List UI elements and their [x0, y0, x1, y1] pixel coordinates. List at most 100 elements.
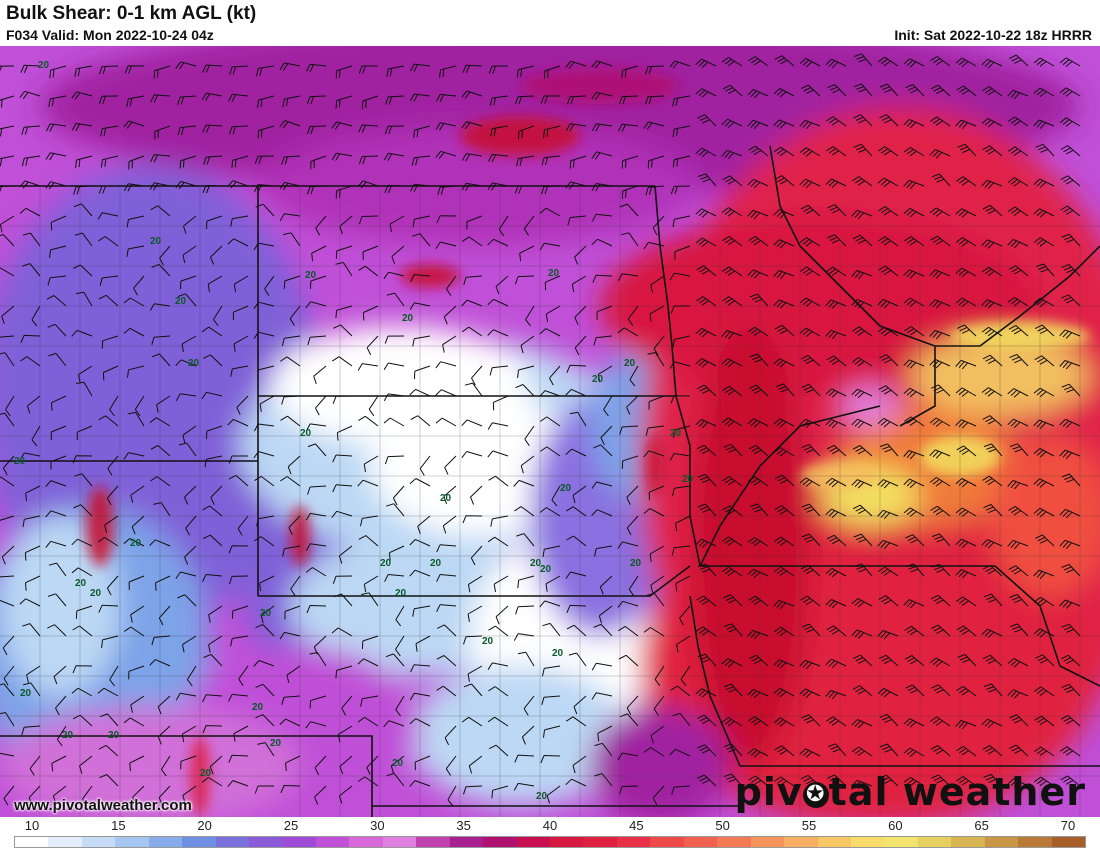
contour-label: 20	[175, 296, 187, 307]
wind-barb	[228, 575, 249, 585]
logo-dot-icon: ✪	[802, 782, 829, 808]
wind-barb	[929, 329, 951, 340]
wind-barb	[493, 575, 509, 593]
wind-barb	[1061, 294, 1081, 307]
wind-barb	[853, 533, 873, 547]
wind-barb	[594, 742, 613, 757]
wind-barb	[565, 448, 587, 457]
wind-barb	[543, 65, 561, 79]
wind-barb	[390, 755, 405, 774]
wind-barb	[722, 235, 743, 247]
wind-barb	[603, 395, 613, 417]
wind-barb	[487, 450, 509, 458]
wind-barb	[903, 718, 925, 728]
wind-barb	[1060, 145, 1081, 157]
wind-barb	[435, 241, 457, 249]
wind-barb	[597, 725, 613, 742]
wind-barb	[647, 352, 665, 367]
wind-barb	[72, 625, 93, 637]
wind-barb	[126, 95, 145, 107]
shear-map[interactable]: 20 20 20 20 20 20 20 20 20 20 20 20 20 20 20 20 20 20 20 20…	[0, 46, 1100, 817]
wind-barb	[127, 365, 145, 378]
wind-barb	[184, 545, 197, 565]
wind-barb	[182, 785, 197, 804]
wind-barb	[852, 504, 873, 517]
wind-barb	[852, 326, 873, 337]
wind-barb	[50, 215, 67, 231]
website-watermark[interactable]: www.pivotalweather.com	[14, 797, 192, 814]
wind-barb	[175, 61, 197, 70]
wind-barb	[180, 755, 197, 770]
wind-barb	[310, 155, 327, 170]
wind-barb	[338, 545, 353, 564]
wind-barb	[697, 744, 717, 757]
wind-barb	[495, 605, 509, 625]
wind-barb	[903, 146, 925, 157]
wind-barb	[565, 60, 587, 69]
wind-barb	[852, 234, 873, 247]
wind-barb	[1059, 117, 1081, 127]
wind-barb	[773, 209, 795, 219]
wind-barb	[487, 422, 509, 430]
wind-barb	[0, 125, 15, 137]
wind-barb	[128, 155, 145, 170]
wind-barb	[71, 91, 93, 100]
wind-barb	[591, 662, 613, 671]
wind-barb	[75, 291, 93, 307]
wind-barb	[617, 327, 639, 337]
wind-barb	[722, 385, 743, 397]
wind-barb	[177, 95, 197, 105]
wind-barb	[306, 605, 327, 614]
colorbar-swatch	[449, 837, 484, 847]
wind-barb	[284, 605, 301, 620]
wind-barb	[487, 182, 509, 191]
wind-barb	[1061, 383, 1081, 397]
wind-barb	[877, 417, 899, 428]
wind-barb	[488, 475, 509, 487]
wind-barb	[185, 515, 197, 536]
colorbar-swatch	[249, 837, 283, 847]
wind-barb	[903, 58, 925, 68]
wind-barb	[462, 64, 483, 73]
wind-barb	[723, 743, 743, 757]
contour-label: 20	[14, 456, 26, 467]
wind-barb	[670, 305, 691, 314]
wind-barb	[679, 605, 691, 626]
wind-barb	[851, 388, 873, 399]
wind-barb	[0, 683, 15, 697]
wind-barb	[207, 275, 223, 293]
contour-label: 20	[38, 60, 50, 71]
wind-barb	[654, 665, 665, 687]
wind-barb	[1059, 87, 1081, 97]
wind-barb	[208, 605, 223, 623]
wind-barb	[799, 178, 821, 189]
wind-barb	[462, 515, 483, 524]
wind-barb	[255, 203, 275, 217]
wind-barb	[955, 208, 977, 218]
wind-barb	[879, 114, 899, 127]
wind-barb	[45, 480, 67, 488]
wind-barb	[134, 395, 145, 417]
wind-barb	[109, 395, 119, 417]
contour-label: 20	[552, 648, 564, 659]
wind-barb	[254, 184, 275, 193]
wind-barb	[825, 178, 847, 188]
wind-barb	[569, 411, 587, 427]
wind-barb	[47, 323, 67, 337]
contour-label: 20	[670, 428, 682, 439]
wind-barb	[669, 453, 691, 461]
wind-barb	[541, 695, 561, 705]
wind-barb	[0, 352, 15, 367]
wind-barb	[1035, 143, 1055, 157]
wind-barb	[827, 743, 847, 757]
wind-barb	[825, 599, 847, 609]
wind-barb	[773, 88, 795, 98]
wind-barb	[680, 665, 691, 687]
wind-barb	[71, 687, 93, 697]
wind-barb	[517, 575, 535, 589]
wind-barb	[1033, 297, 1055, 308]
wind-barb	[647, 155, 665, 169]
wind-barb	[1007, 177, 1029, 187]
wind-barb	[72, 665, 93, 674]
wind-barb	[331, 121, 353, 130]
